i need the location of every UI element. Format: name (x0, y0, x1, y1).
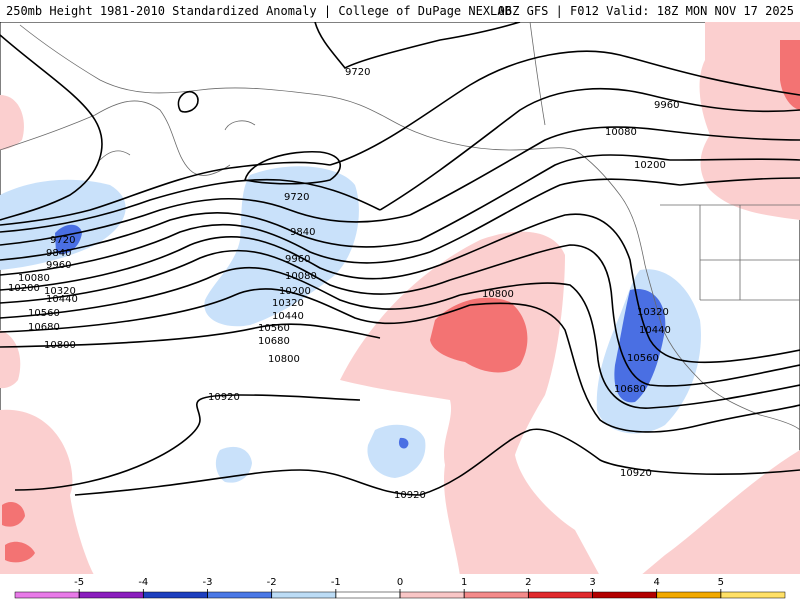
contour-label: 10800 (44, 340, 76, 351)
colorbar-ticks: -5 -4 -3 -2 -1 0 1 2 3 4 5 (74, 577, 724, 598)
contour-label: 9720 (284, 192, 309, 203)
coastlines (0, 22, 800, 431)
colorbar-bin (399, 591, 465, 599)
contour-label: 10080 (605, 127, 637, 138)
colorbar-bins (14, 591, 786, 599)
colorbar-tick-label: -4 (138, 577, 148, 588)
colorbar-bin (592, 591, 657, 599)
contour-label: 10800 (268, 354, 300, 365)
map-header: 250mb Height 1981-2010 Standardized Anom… (0, 0, 800, 22)
colorbar-bin (14, 591, 80, 599)
colorbar-tick-label: 2 (525, 577, 531, 588)
contour-label: 9960 (46, 260, 71, 271)
colorbar-bin (78, 591, 144, 599)
map-title: 250mb Height 1981-2010 Standardized Anom… (6, 4, 512, 18)
contour-label: 10680 (28, 322, 60, 333)
colorbar-tick-label: -5 (74, 577, 84, 588)
contour-label: 10200 (8, 283, 40, 294)
contour-label: 10320 (637, 307, 669, 318)
contour-label: 10560 (28, 308, 60, 319)
contour-label: 10440 (46, 294, 78, 305)
contour-label: 10200 (279, 286, 311, 297)
strong-positive-anomaly-shading (2, 40, 800, 563)
colorbar-tick-label: 0 (397, 577, 403, 588)
contour-label: 10320 (44, 286, 76, 297)
contour-labels: 9720 9960 10080 10200 9720 9840 9960 100… (8, 67, 679, 501)
colorbar-bin (528, 591, 593, 599)
contour-label: 10440 (272, 311, 304, 322)
contour-label: 9960 (654, 100, 679, 111)
contour-label: 10920 (620, 468, 652, 479)
contour-label: 9840 (290, 227, 315, 238)
contour-label: 10920 (394, 490, 426, 501)
height-contours (0, 22, 800, 496)
contour-label: 10560 (627, 353, 659, 364)
colorbar-bin (656, 591, 722, 599)
anomaly-map: 9720 9960 10080 10200 9720 9840 9960 100… (0, 22, 800, 576)
contour-label: 10680 (614, 384, 646, 395)
contour-label: 9720 (345, 67, 370, 78)
model-run-info: 06Z GFS | F012 Valid: 18Z MON NOV 17 202… (497, 4, 794, 18)
positive-anomaly-shading (0, 22, 800, 576)
contour-label: 9840 (46, 248, 71, 259)
contour-label: 10920 (208, 392, 240, 403)
contour-label: 9960 (285, 254, 310, 265)
contour-label: 10080 (285, 271, 317, 282)
colorbar: -5 -4 -3 -2 -1 0 1 2 3 4 5 (0, 574, 800, 600)
colorbar-bin (207, 591, 272, 599)
colorbar-bin (720, 591, 786, 599)
contour-label: 10320 (272, 298, 304, 309)
colorbar-bin (271, 591, 337, 599)
contour-label: 10680 (258, 336, 290, 347)
contour-label: 10080 (18, 273, 50, 284)
contour-label: 9720 (50, 235, 75, 246)
colorbar-bin (463, 591, 529, 599)
contour-label: 10800 (482, 289, 514, 300)
contour-label: 10200 (634, 160, 666, 171)
colorbar-tick-label: -3 (203, 577, 213, 588)
colorbar-bin (335, 591, 401, 599)
colorbar-tick-label: -2 (267, 577, 277, 588)
colorbar-tick-label: -1 (331, 577, 341, 588)
colorbar-tick-label: 1 (461, 577, 467, 588)
colorbar-tick-label: 3 (589, 577, 595, 588)
contour-label: 10440 (639, 325, 671, 336)
colorbar-bin (143, 591, 208, 599)
strong-negative-anomaly-shading (55, 224, 666, 449)
colorbar-tick-label: 5 (718, 577, 724, 588)
contour-label: 10560 (258, 323, 290, 334)
colorbar-tick-label: 4 (653, 577, 659, 588)
